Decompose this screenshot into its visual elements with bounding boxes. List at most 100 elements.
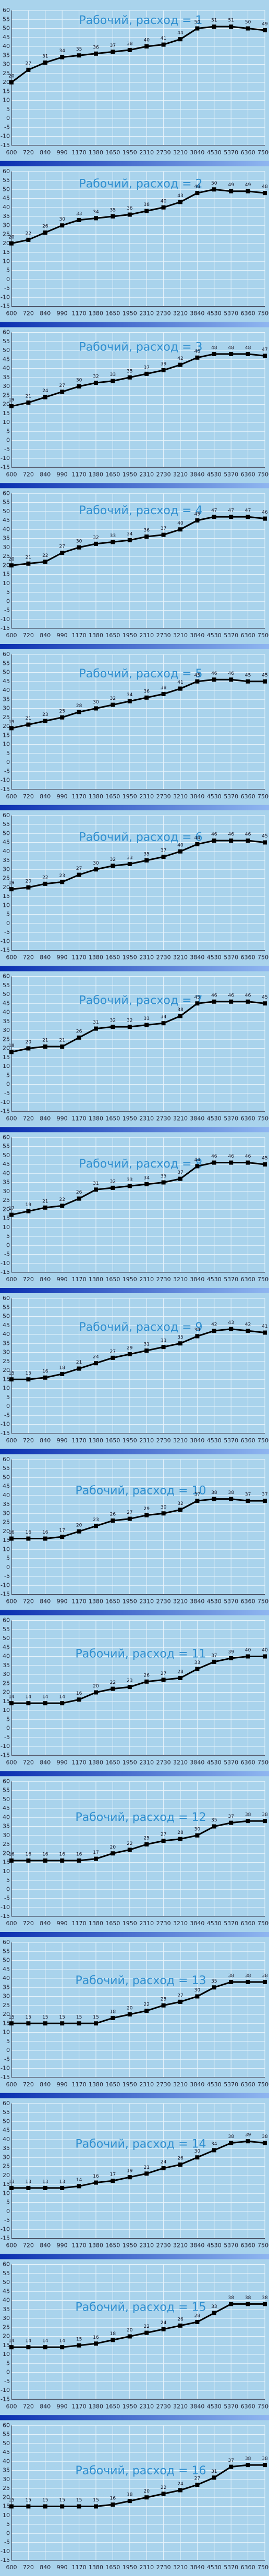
value-label: 46 [245,1154,251,1159]
y-tick-label: -15 [1,142,10,149]
y-tick-label: 45 [3,1322,10,1329]
value-label: 46 [228,993,234,998]
y-tick-label: -5 [4,124,10,130]
data-point [111,1518,115,1523]
data-point [60,2185,65,2190]
x-tick-label: 600 [6,2564,17,2571]
value-label: 45 [262,1156,267,1161]
y-tick-label: 30 [3,1188,10,1195]
x-tick-label: 7500 [258,310,269,317]
x-tick-label: 6360 [241,954,255,961]
data-point [212,1659,216,1664]
data-point [9,2504,14,2509]
data-point [60,1371,65,1376]
value-label: 25 [59,709,65,714]
value-label: 27 [110,1349,116,1354]
value-label: 34 [93,210,99,215]
data-line [11,2303,265,2348]
x-tick-label: 1170 [72,2403,87,2410]
x-tick-label: 600 [6,1276,17,1283]
x-tick-label: 1950 [123,793,137,800]
value-label: 27 [161,1671,166,1676]
value-label: 39 [245,2133,251,2138]
y-tick-label: 30 [3,705,10,712]
y-tick-label: 25 [3,1519,10,1526]
y-tick-label: 10 [3,1224,10,1231]
data-point [26,885,31,890]
x-tick-label: 3840 [190,2403,204,2410]
chart-title: Рабочий, расход = 1 [79,14,202,27]
x-tick-label: 2310 [139,1920,154,1927]
y-tick-label: 50 [3,830,10,836]
value-label: 47 [228,508,234,514]
value-label: 20 [26,879,32,884]
data-point [26,400,31,405]
value-label: 46 [211,1154,217,1159]
data-point [161,42,166,47]
value-label: 38 [245,1973,251,1978]
data-point [111,1025,115,1029]
data-point [246,999,250,1004]
y-tick-label: -10 [1,2226,10,2232]
y-tick-label: 0 [6,759,10,765]
y-tick-label: 60 [3,168,10,175]
y-tick-label: 5 [6,2521,10,2528]
value-label: 25 [143,1836,149,1841]
x-tick-label: 5370 [224,149,238,156]
value-label: 28 [177,1669,184,1674]
y-tick-label: -5 [4,1734,10,1741]
y-tick-label: 60 [3,651,10,658]
x-tick-label: 1650 [105,149,120,156]
x-tick-label: 4530 [207,632,222,639]
y-tick-label: 50 [3,1313,10,1320]
data-line [11,840,265,890]
x-tick-label: 1950 [123,1276,137,1283]
x-tick-label: 840 [40,632,51,639]
data-point [9,2185,14,2190]
data-point [246,26,250,31]
y-tick-label: 35 [3,2145,10,2152]
y-tick-label: -10 [1,2548,10,2555]
value-label: 45 [262,834,267,839]
data-point [111,2338,115,2342]
data-line [11,1162,265,1216]
data-point [111,1355,115,1360]
x-tick-label: 840 [40,1920,51,1927]
x-tick-label: 2730 [156,2564,171,2571]
x-tick-label: 7500 [258,793,269,800]
y-tick-label: 40 [3,204,10,211]
x-tick-label: 1950 [123,954,137,961]
y-tick-label: 45 [3,1805,10,1812]
x-tick-label: 840 [40,2242,51,2249]
value-label: 45 [262,673,267,678]
y-tick-label: 10 [3,1063,10,1070]
y-tick-label: -5 [4,285,10,291]
x-tick-label: 6360 [241,2242,255,2249]
value-label: 51 [228,18,234,23]
y-tick-label: 45 [3,1000,10,1006]
data-point [263,191,267,196]
value-label: 20 [127,2328,133,2333]
value-label: 14 [42,1695,48,1700]
data-point [26,722,31,727]
data-point [212,2475,216,2480]
y-tick-label: 20 [3,562,10,568]
y-tick-label: 5 [6,2038,10,2045]
x-tick-label: 720 [23,954,34,961]
x-tick-label: 3840 [190,310,204,317]
y-tick-label: -15 [1,464,10,470]
data-point [161,2003,166,2008]
separator-bar [0,161,269,166]
y-tick-label: 60 [3,1456,10,1463]
value-label: 35 [211,1979,217,1984]
data-point [229,515,234,519]
y-tick-label: 40 [3,848,10,855]
value-label: 44 [194,835,201,841]
data-point [94,1187,98,1192]
y-tick-label: 15 [3,2503,10,2510]
data-point [26,1209,31,1213]
value-label: 16 [42,1369,48,1374]
x-tick-label: 4530 [207,954,222,961]
data-point [9,1858,14,1863]
